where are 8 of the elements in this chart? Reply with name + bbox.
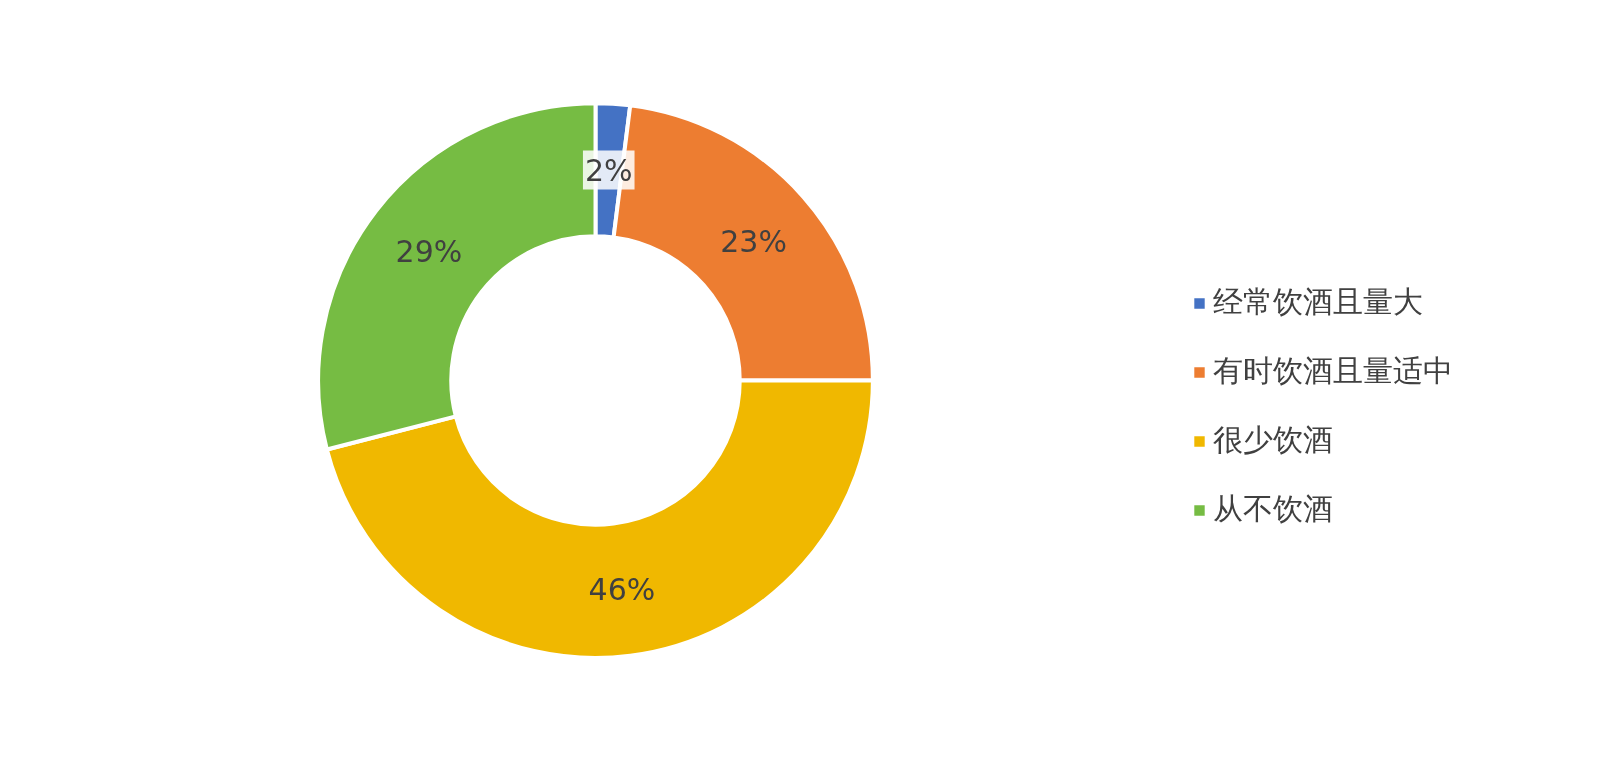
data-label: 29% — [395, 233, 463, 269]
data-label: 46% — [588, 572, 656, 608]
data-label: 23% — [720, 223, 787, 259]
data-label: 2% — [584, 152, 633, 188]
legend-label: 经常饮酒且量大 — [1213, 283, 1423, 321]
legend-label: 从不饮酒 — [1213, 490, 1333, 528]
legend-label: 有时饮酒且量适中 — [1213, 352, 1453, 390]
legend-label: 很少饮酒 — [1213, 421, 1333, 459]
